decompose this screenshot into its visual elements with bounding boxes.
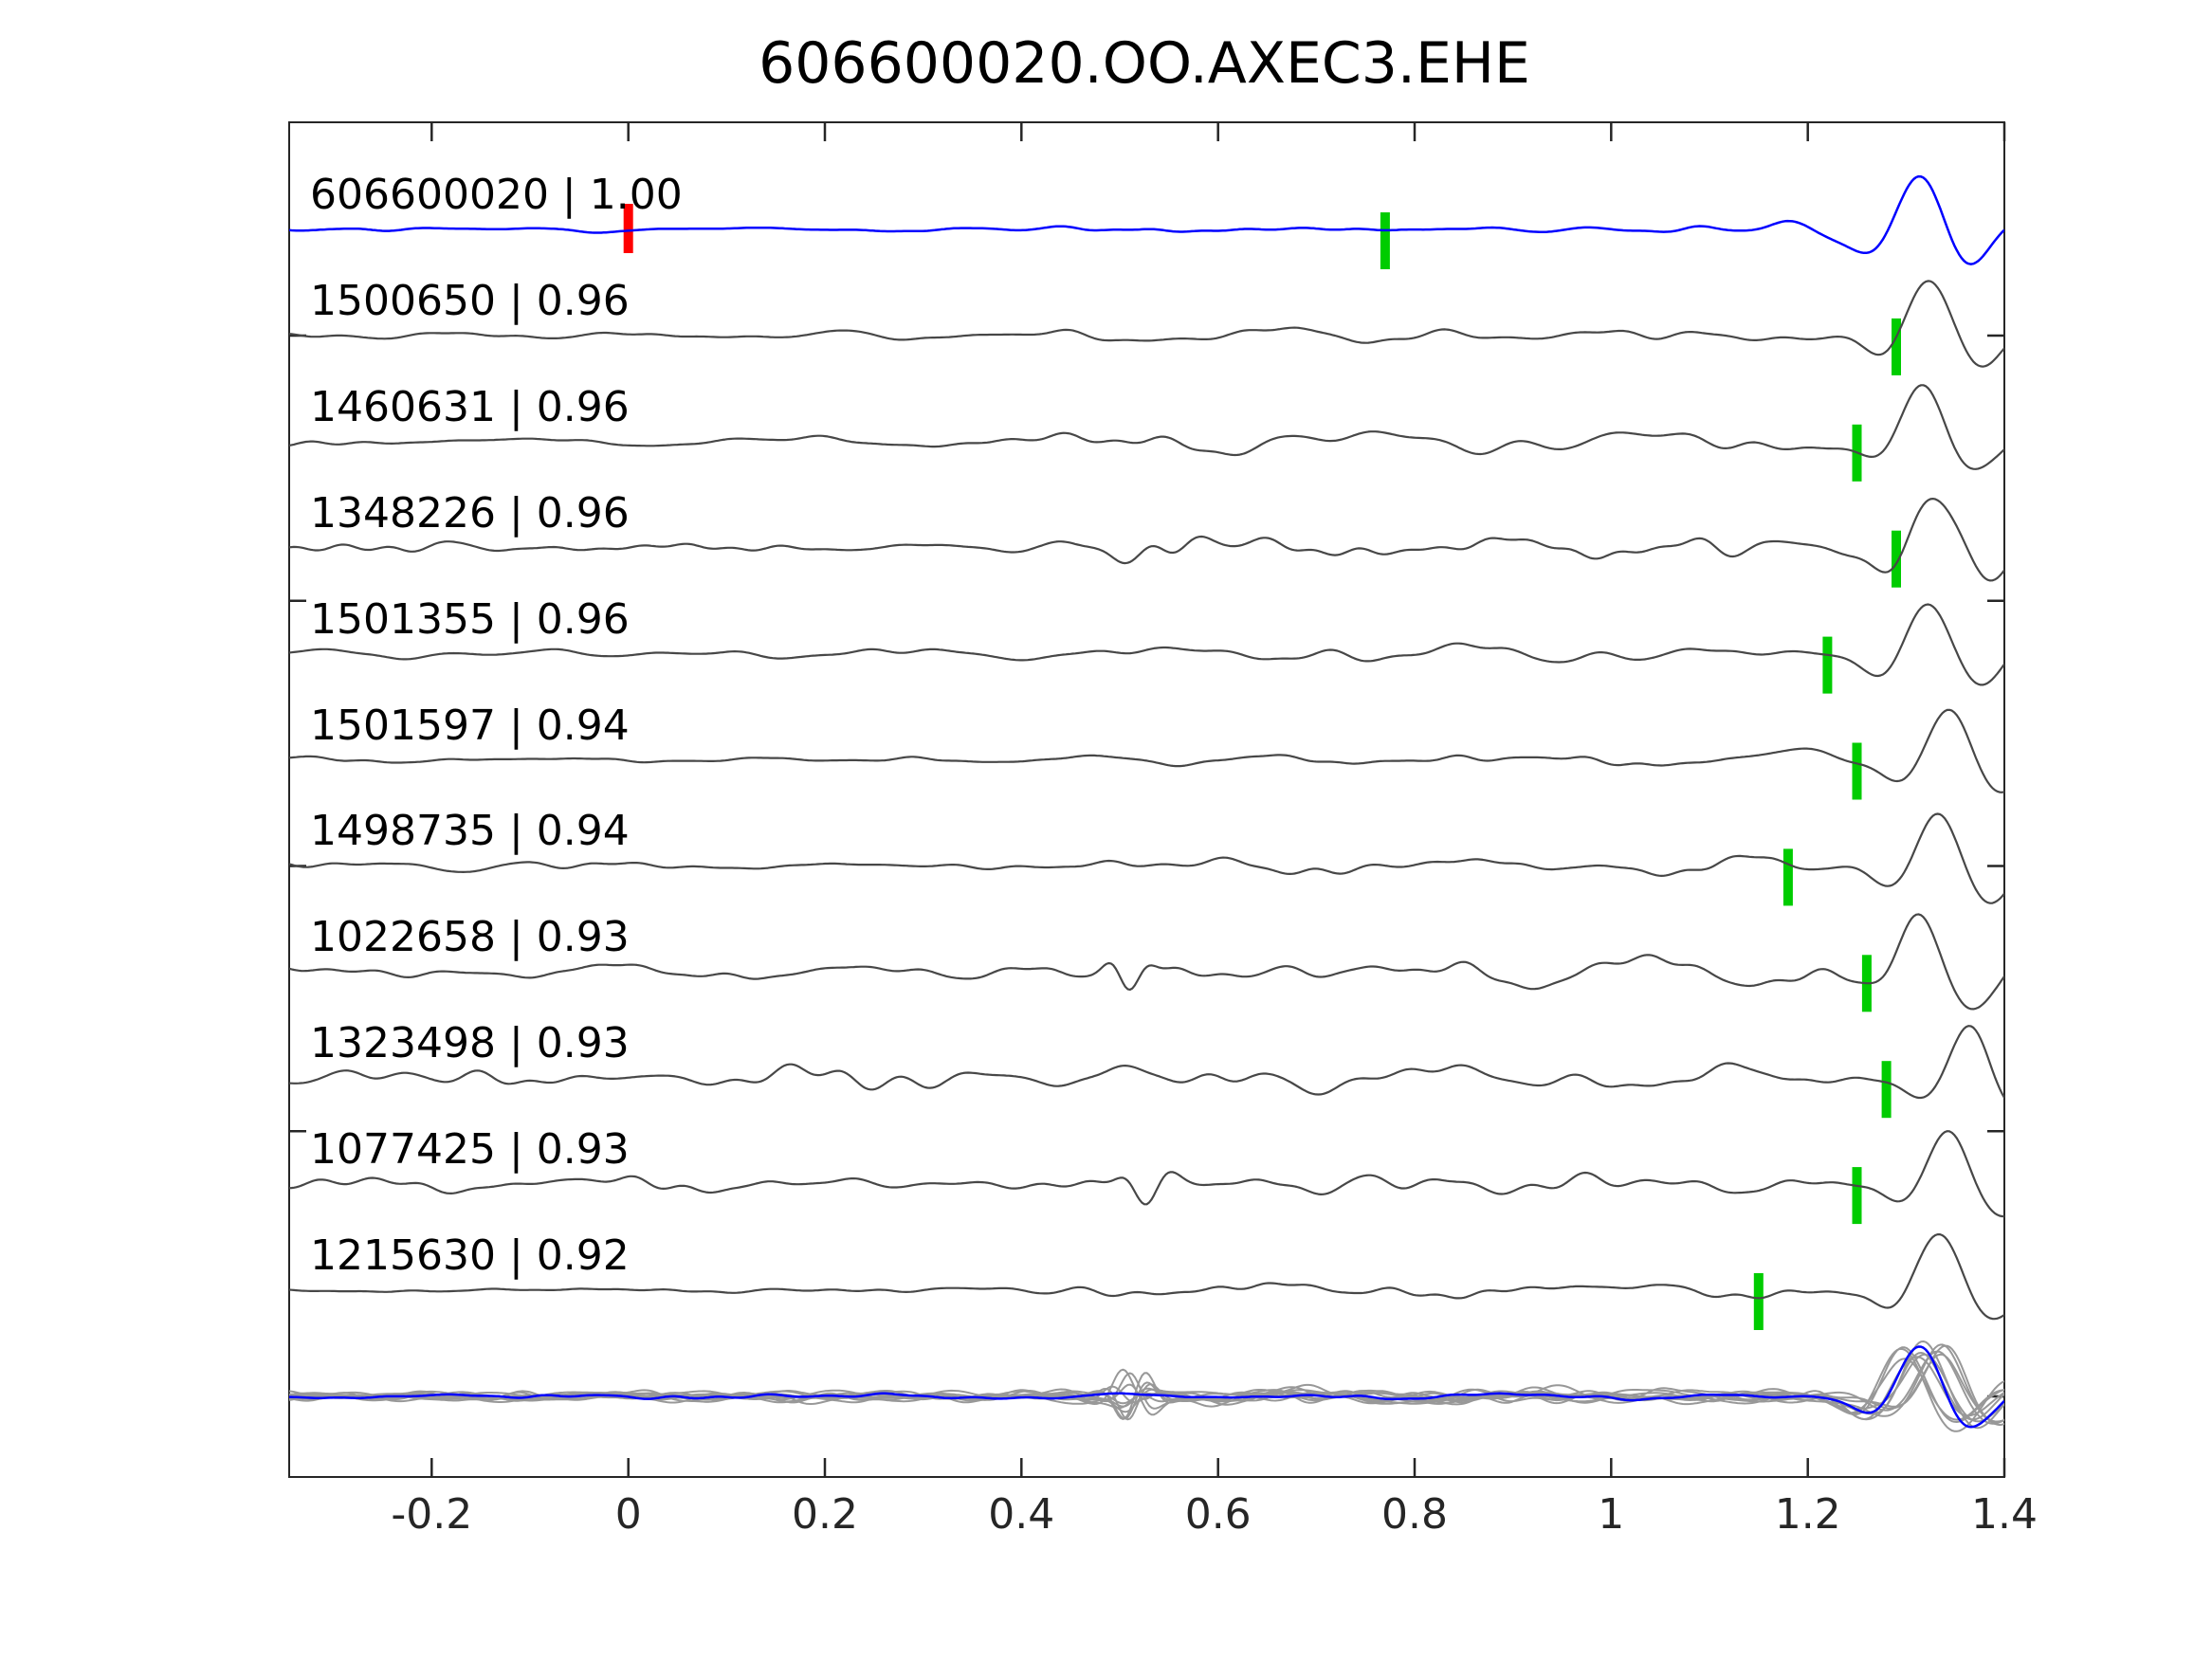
trace-label-1323498: 1323498 | 0.93	[310, 1019, 630, 1068]
bottom-spine	[288, 1476, 2005, 1478]
waveform-trace-1077425	[289, 1130, 2004, 1218]
stack-overlay-trace-gray	[289, 1340, 2004, 1430]
trace-label-1501355: 1501355 | 0.96	[310, 594, 630, 644]
waveform-trace-1498735	[289, 812, 2004, 904]
waveform-trace-1501355	[289, 603, 2004, 686]
top-spine	[288, 121, 2005, 123]
pick-marker-green-1077425	[1852, 1167, 1862, 1225]
trace-label-606600020: 606600020 | 1.00	[310, 171, 683, 219]
waveform-trace-1022658	[289, 913, 2004, 1011]
x-tick-label-0.2: 0.2	[792, 1490, 858, 1539]
x-tick-label-0: 0	[614, 1490, 642, 1539]
waveform-trace-1500650	[289, 280, 2004, 368]
pick-marker-green-1323498	[1881, 1061, 1892, 1119]
waveform-trace-1460631	[289, 384, 2004, 470]
right-spine	[2003, 121, 2005, 1478]
x-tick-label-0.8: 0.8	[1381, 1490, 1448, 1539]
trace-label-1215630: 1215630 | 0.92	[310, 1231, 630, 1280]
trace-label-1348226: 1348226 | 0.96	[310, 488, 630, 538]
waveform-trace-1323498	[289, 1025, 2004, 1100]
stack-overlay-trace-gray	[289, 1353, 2004, 1427]
pick-marker-green-1501355	[1822, 636, 1833, 694]
waveform-trace-1215630	[289, 1232, 2004, 1321]
stack-overlay-trace-template	[289, 1345, 2004, 1429]
trace-label-1077425: 1077425 | 0.93	[310, 1125, 630, 1175]
pick-marker-green-1215630	[1753, 1273, 1764, 1330]
left-spine	[288, 121, 290, 1478]
trace-label-1501597: 1501597 | 0.94	[310, 701, 630, 750]
pick-marker-green-1501597	[1852, 742, 1862, 800]
chart-title: 606600020.OO.AXEC3.EHE	[759, 30, 1530, 97]
x-tick-label-0.4: 0.4	[988, 1490, 1055, 1539]
trace-label-1500650: 1500650 | 0.96	[310, 276, 630, 325]
trace-label-1460631: 1460631 | 0.96	[310, 382, 630, 431]
x-tick-label--0.2: -0.2	[391, 1490, 473, 1539]
waveform-trace-1348226	[289, 497, 2004, 582]
waveform-trace-606600020	[289, 174, 2004, 265]
stack-overlay-trace-gray	[289, 1358, 2004, 1421]
x-tick-label-0.6: 0.6	[1184, 1490, 1252, 1539]
x-tick-label-1.2: 1.2	[1774, 1490, 1841, 1539]
x-tick-label-1.4: 1.4	[1971, 1490, 2038, 1539]
pick-marker-green-1500650	[1892, 318, 1901, 375]
x-tick-label-1: 1	[1598, 1490, 1625, 1539]
pick-marker-green-606600020	[1380, 212, 1390, 269]
template-pick-marker-red	[623, 204, 633, 253]
stack-overlay-trace-gray	[289, 1347, 2004, 1432]
trace-label-1022658: 1022658 | 0.93	[310, 913, 630, 962]
pick-marker-green-1498735	[1782, 848, 1793, 906]
waveform-trace-1501597	[289, 708, 2004, 793]
pick-marker-green-1348226	[1892, 530, 1901, 588]
trace-label-1498735: 1498735 | 0.94	[310, 807, 630, 856]
